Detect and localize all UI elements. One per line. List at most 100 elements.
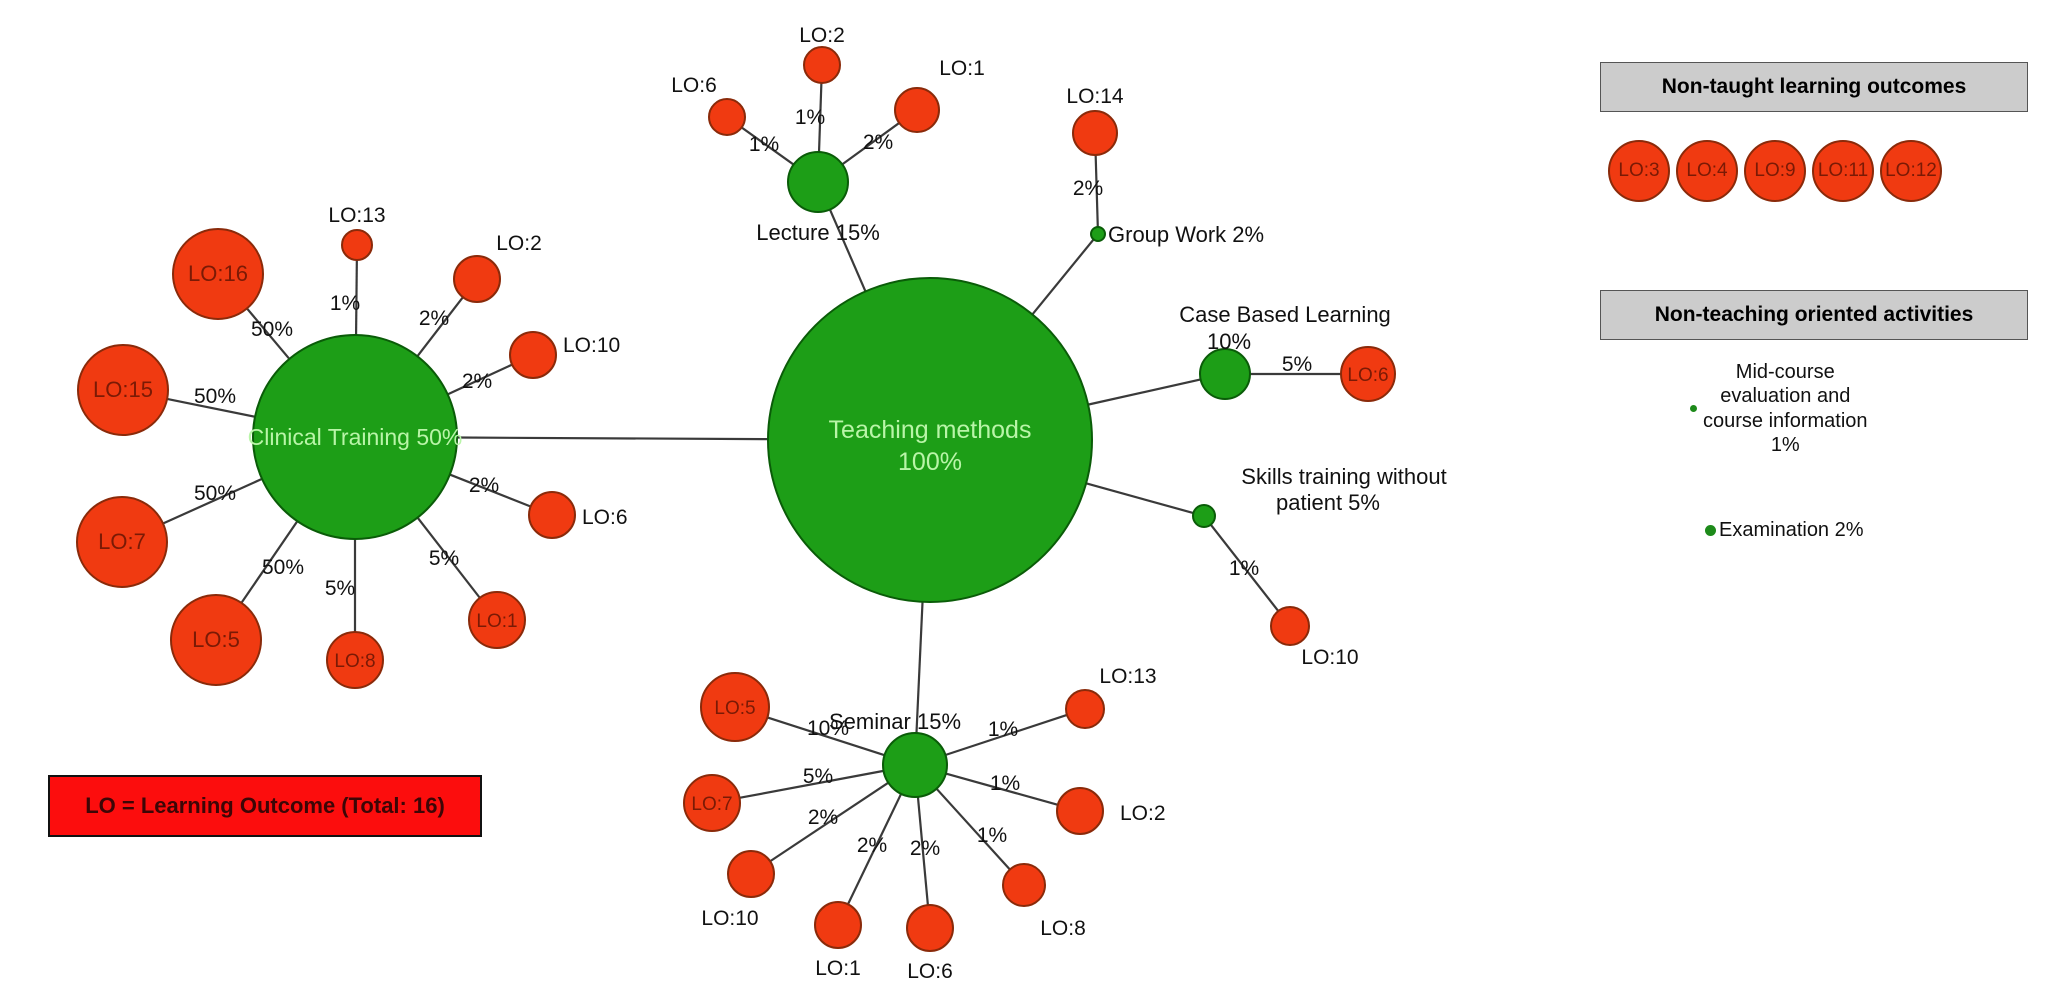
outcome-pct-4: 50%	[262, 556, 304, 579]
node-outcome-22[interactable]	[1056, 787, 1104, 835]
edge-clinical-training-4	[240, 520, 299, 604]
node-outcome-17[interactable]	[683, 774, 741, 832]
activity-midcourse-label: Mid-course evaluation and course informati…	[1703, 361, 1868, 457]
legend-non-taught-chips: LO:3 LO:4 LO:9 LO:11 LO:12	[1608, 140, 1948, 202]
value-case-based-learning: 10%	[1207, 329, 1251, 354]
outcome-pct-3: 50%	[194, 482, 236, 505]
legend-non-taught-header: Non-taught learning outcomes	[1600, 62, 2028, 112]
node-outcome-3[interactable]	[76, 496, 168, 588]
node-teaching-methods[interactable]	[767, 277, 1093, 603]
edge-clinical-training-9	[416, 296, 464, 357]
examination-dot-icon	[1705, 524, 1716, 536]
outcome-pct-10: 1%	[749, 133, 779, 156]
node-outcome-5[interactable]	[326, 631, 384, 689]
node-outcome-9[interactable]	[453, 255, 501, 303]
outcome-pct-20: 2%	[910, 837, 940, 860]
node-case-based-learning[interactable]	[1199, 348, 1251, 400]
node-outcome-8[interactable]	[509, 331, 557, 379]
node-outcome-20[interactable]	[906, 904, 954, 952]
label-group-work: Group Work 2%	[1108, 222, 1264, 247]
node-outcome-19[interactable]	[814, 901, 862, 949]
node-outcome-11[interactable]	[803, 46, 841, 84]
outcome-label-9: LO:2	[496, 232, 542, 255]
outcome-pct-19: 2%	[857, 834, 887, 857]
outcome-pct-23: 1%	[988, 718, 1018, 741]
outcome-label-18: LO:10	[701, 907, 758, 930]
legend-chip-lo-12[interactable]: LO:12	[1880, 140, 1942, 202]
outcome-pct-6: 5%	[429, 547, 459, 570]
label-skills-training-without-patient: Skills training without	[1241, 464, 1446, 489]
node-outcome-10[interactable]	[708, 98, 746, 136]
edge-seminar-17	[739, 769, 884, 799]
outcome-label-14: LO:6	[1347, 365, 1388, 386]
midcourse-dot-icon	[1690, 405, 1697, 413]
edge-seminar-16	[767, 716, 885, 757]
outcome-pct-5: 5%	[325, 577, 355, 600]
legend-chip-lo-11[interactable]: LO:11	[1812, 140, 1874, 202]
edge-seminar-19	[846, 793, 903, 905]
label-layer: Teaching methods 100% Clinical Training 50…	[93, 24, 1447, 983]
outcome-pct-14: 5%	[1282, 353, 1312, 376]
activity-examination: Examination 2%	[1705, 518, 1864, 542]
edge-seminar-20	[916, 796, 929, 906]
edge-clinical-training-7	[449, 473, 532, 508]
legend-chip-lo-3[interactable]: LO:3	[1608, 140, 1670, 202]
outcome-label-1: LO:16	[188, 261, 248, 286]
outcome-label-16: LO:5	[714, 698, 755, 719]
node-outcome-16[interactable]	[700, 672, 770, 742]
edge-clinical-training-0	[354, 259, 358, 336]
edge-center-group-work	[1031, 238, 1095, 316]
node-outcome-15[interactable]	[1270, 606, 1310, 646]
node-lecture[interactable]	[787, 151, 849, 213]
edge-seminar-22	[945, 772, 1059, 806]
node-outcome-18[interactable]	[727, 850, 775, 898]
node-outcome-23[interactable]	[1065, 689, 1105, 729]
outcome-pct-21: 1%	[977, 824, 1007, 847]
node-outcome-1[interactable]	[172, 228, 264, 320]
node-outcome-21[interactable]	[1002, 863, 1046, 907]
edge-center-clinical-training	[456, 436, 769, 441]
edge-seminar-18	[769, 781, 889, 863]
node-outcome-2[interactable]	[77, 344, 169, 436]
outcome-label-5: LO:8	[334, 651, 375, 672]
activity-midcourse: Mid-course evaluation and course informati…	[1690, 360, 1868, 458]
node-outcome-14[interactable]	[1340, 346, 1396, 402]
outcome-pct-15: 1%	[1229, 557, 1259, 580]
outcome-label-21: LO:8	[1040, 917, 1086, 940]
legend-lo-note-text: LO = Learning Outcome (Total: 16)	[85, 793, 445, 818]
outcome-label-10: LO:6	[671, 74, 717, 97]
outcome-label-22: LO:2	[1120, 802, 1166, 825]
edge-lecture-10	[741, 126, 795, 166]
outcome-pct-22: 1%	[990, 772, 1020, 795]
edge-clinical-training-6	[416, 516, 481, 599]
outcome-label-17: LO:7	[691, 794, 732, 815]
edge-lecture-12	[841, 122, 900, 166]
node-outcome-13[interactable]	[1072, 110, 1118, 156]
edge-center-case-based-learning	[1087, 378, 1201, 406]
node-skills-training-without-patient[interactable]	[1192, 504, 1216, 528]
value-skills-training-without-patient: patient 5%	[1276, 490, 1380, 515]
outcome-label-13: LO:14	[1066, 85, 1124, 108]
node-outcome-12[interactable]	[894, 87, 940, 133]
node-seminar[interactable]	[882, 732, 948, 798]
node-group-work[interactable]	[1090, 226, 1106, 242]
outcome-pct-0: 1%	[330, 292, 360, 315]
legend-chip-lo-9[interactable]: LO:9	[1744, 140, 1806, 202]
outcome-label-6: LO:1	[476, 611, 517, 632]
node-clinical-training[interactable]	[252, 334, 458, 540]
node-outcome-6[interactable]	[468, 591, 526, 649]
edge-lecture-11	[817, 82, 823, 153]
edge-skills-training-without-patient-15	[1209, 523, 1280, 612]
legend-non-teaching-header: Non-teaching oriented activities	[1600, 290, 2028, 340]
node-outcome-7[interactable]	[528, 491, 576, 539]
activity-examination-label: Examination 2%	[1719, 519, 1864, 541]
node-outcome-0[interactable]	[341, 229, 373, 261]
node-outcome-4[interactable]	[170, 594, 262, 686]
label-lecture: Lecture 15%	[756, 220, 880, 245]
legend-chip-lo-4[interactable]: LO:4	[1676, 140, 1738, 202]
outcome-label-2: LO:15	[93, 377, 153, 402]
outcome-label-19: LO:1	[815, 957, 861, 980]
edge-clinical-training-3	[162, 477, 263, 525]
outcome-pct-2: 50%	[194, 385, 236, 408]
